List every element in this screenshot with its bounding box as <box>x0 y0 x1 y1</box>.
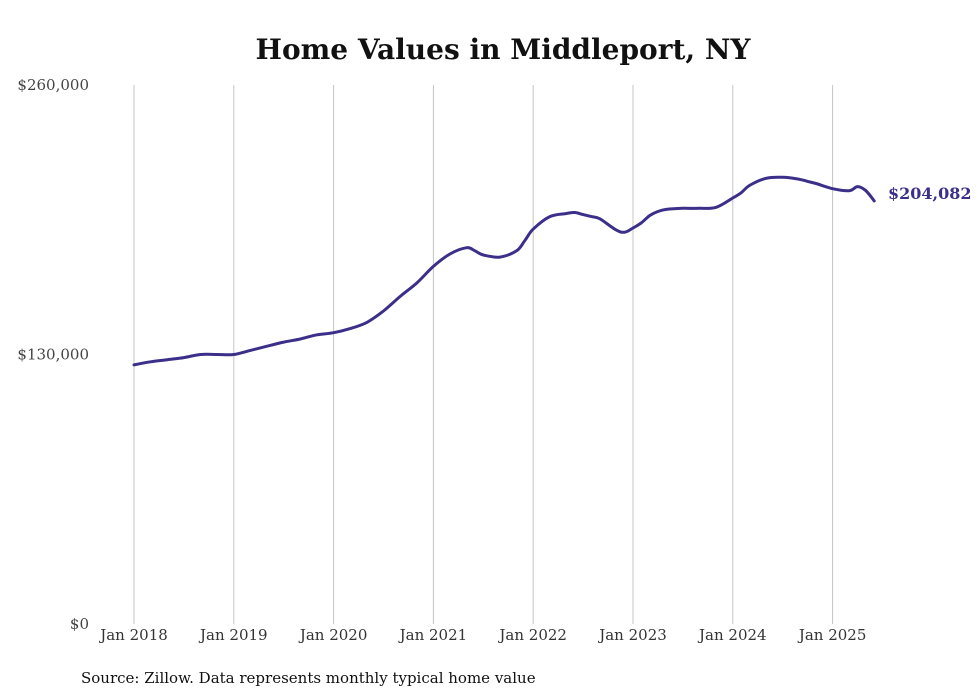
source-note: Source: Zillow. Data represents monthly … <box>81 669 536 687</box>
y-axis-ticks: $0 $130,000 $260,000 <box>17 76 89 633</box>
x-tick-label: Jan 2020 <box>298 626 368 644</box>
x-tick-label: Jan 2019 <box>198 626 268 644</box>
x-tick-label: Jan 2022 <box>497 626 567 644</box>
latest-value-label: $204,082 <box>888 184 972 203</box>
y-tick-label: $260,000 <box>17 76 89 94</box>
chart-title: Home Values in Middleport, NY <box>256 33 752 66</box>
home-value-line <box>132 175 876 367</box>
y-tick-label: $130,000 <box>17 346 89 364</box>
x-tick-label: Jan 2021 <box>398 626 468 644</box>
x-tick-label: Jan 2018 <box>98 626 168 644</box>
y-tick-label: $0 <box>70 615 89 633</box>
x-tick-label: Jan 2025 <box>797 626 867 644</box>
x-tick-label: Jan 2023 <box>597 626 667 644</box>
x-axis-ticks: Jan 2018 Jan 2019 Jan 2020 Jan 2021 Jan 2022… <box>98 626 866 644</box>
gridlines <box>133 85 834 624</box>
x-tick-label: Jan 2024 <box>697 626 767 644</box>
